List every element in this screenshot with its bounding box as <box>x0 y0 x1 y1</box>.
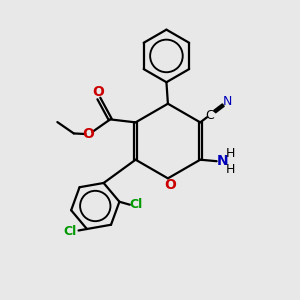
Text: H: H <box>226 147 235 160</box>
Text: Cl: Cl <box>130 198 143 211</box>
Text: O: O <box>164 178 176 192</box>
Text: C: C <box>205 109 214 122</box>
Text: Cl: Cl <box>64 226 77 238</box>
Text: O: O <box>92 85 104 99</box>
Text: N: N <box>217 154 229 168</box>
Text: O: O <box>82 127 94 141</box>
Text: N: N <box>223 95 232 108</box>
Text: H: H <box>226 163 235 176</box>
